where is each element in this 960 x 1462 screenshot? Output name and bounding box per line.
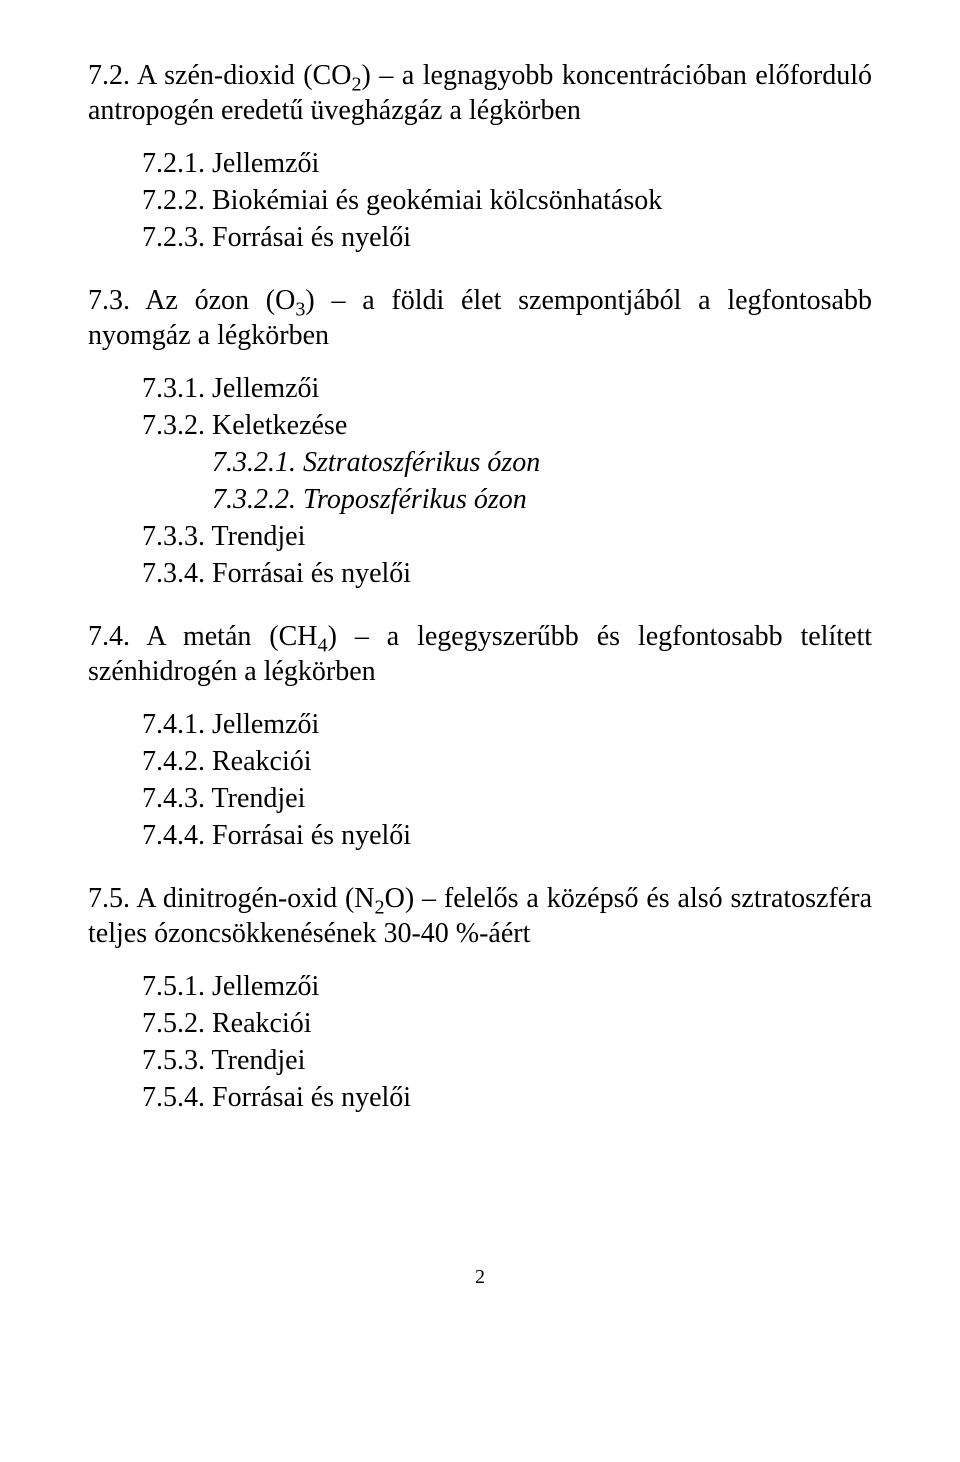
sub-item-text: Reakciói xyxy=(212,1008,312,1039)
section-heading: 7.3. Az ózon (O3) – a földi élet szempon… xyxy=(88,283,872,353)
sub-item-number: 7.5.3. xyxy=(142,1045,205,1076)
sub-item-number: 7.4.1. xyxy=(142,709,205,740)
sub-item-text: Forrásai és nyelői xyxy=(212,820,411,851)
page-number: 2 xyxy=(88,1265,872,1290)
sub-item-number: 7.3.2. xyxy=(142,410,205,441)
sub-item-number: 7.2.2. xyxy=(142,185,205,216)
sub-item: 7.5.2. Reakciói xyxy=(142,1006,872,1041)
section-title: A szén-dioxid (CO2) – a legnagyobb konce… xyxy=(88,60,872,126)
sub-item: 7.3.4. Forrásai és nyelői xyxy=(142,556,872,591)
sub-item-number: 7.5.2. xyxy=(142,1008,205,1039)
section-heading: 7.5. A dinitrogén-oxid (N2O) – felelős a… xyxy=(88,881,872,951)
sub-item: 7.4.4. Forrásai és nyelői xyxy=(142,818,872,853)
sub-item-text: Jellemzői xyxy=(212,971,319,1002)
sub-item: 7.4.2. Reakciói xyxy=(142,744,872,779)
sub-item-text: Trendjei xyxy=(212,521,306,552)
sub-item: 7.3.1. Jellemzői xyxy=(142,371,872,406)
sub-item-text: Trendjei xyxy=(212,783,306,814)
sub-item: 7.2.1. Jellemzői xyxy=(142,146,872,181)
section-number: 7.5. xyxy=(88,883,130,914)
sub-sub-item-text: Sztratoszférikus ózon xyxy=(303,447,540,478)
sub-item: 7.2.3. Forrásai és nyelői xyxy=(142,220,872,255)
sub-item-number: 7.5.4. xyxy=(142,1082,205,1113)
sub-sub-item: 7.3.2.2. Troposzférikus ózon xyxy=(212,482,872,517)
sub-item-number: 7.4.4. xyxy=(142,820,205,851)
sub-item-text: Keletkezése xyxy=(212,410,347,441)
section-number: 7.2. xyxy=(88,60,130,91)
section-number: 7.4. xyxy=(88,621,130,652)
sub-item-text: Jellemzői xyxy=(212,148,319,179)
sub-item-text: Forrásai és nyelői xyxy=(212,558,411,589)
section-number: 7.3. xyxy=(88,285,130,316)
sub-list: 7.3.1. Jellemzői7.3.2. Keletkezése7.3.2.… xyxy=(142,371,872,591)
sub-item: 7.4.3. Trendjei xyxy=(142,781,872,816)
sub-item-number: 7.2.3. xyxy=(142,222,205,253)
sub-item-text: Jellemzői xyxy=(212,709,319,740)
sub-item: 7.4.1. Jellemzői xyxy=(142,707,872,742)
sub-item-text: Reakciói xyxy=(212,746,312,777)
section-title: A metán (CH4) – a legegyszerűbb és legfo… xyxy=(88,621,872,687)
sub-item: 7.5.3. Trendjei xyxy=(142,1043,872,1078)
sub-list: 7.4.1. Jellemzői7.4.2. Reakciói7.4.3. Tr… xyxy=(142,707,872,853)
sub-item-number: 7.4.2. xyxy=(142,746,205,777)
sub-list: 7.2.1. Jellemzői7.2.2. Biokémiai és geok… xyxy=(142,146,872,255)
sub-item-text: Jellemzői xyxy=(212,373,319,404)
sub-sub-item-text: Troposzférikus ózon xyxy=(303,484,527,515)
sub-item-number: 7.2.1. xyxy=(142,148,205,179)
document-body: 7.2. A szén-dioxid (CO2) – a legnagyobb … xyxy=(88,58,872,1115)
section-heading: 7.2. A szén-dioxid (CO2) – a legnagyobb … xyxy=(88,58,872,128)
sub-item: 7.5.4. Forrásai és nyelői xyxy=(142,1080,872,1115)
sub-item-number: 7.5.1. xyxy=(142,971,205,1002)
sub-item-text: Biokémiai és geokémiai kölcsönhatások xyxy=(212,185,662,216)
sub-sub-item-number: 7.3.2.1. xyxy=(212,447,296,478)
sub-list: 7.5.1. Jellemzői7.5.2. Reakciói7.5.3. Tr… xyxy=(142,969,872,1115)
sub-item: 7.3.2. Keletkezése xyxy=(142,408,872,443)
sub-item-text: Trendjei xyxy=(212,1045,306,1076)
sub-item-number: 7.3.3. xyxy=(142,521,205,552)
sub-item-number: 7.4.3. xyxy=(142,783,205,814)
sub-sub-item-number: 7.3.2.2. xyxy=(212,484,296,515)
sub-item-text: Forrásai és nyelői xyxy=(212,222,411,253)
sub-item: 7.3.3. Trendjei xyxy=(142,519,872,554)
sub-sub-item: 7.3.2.1. Sztratoszférikus ózon xyxy=(212,445,872,480)
section-title: A dinitrogén-oxid (N2O) – felelős a közé… xyxy=(88,883,872,949)
sub-item: 7.5.1. Jellemzői xyxy=(142,969,872,1004)
sub-item-number: 7.3.4. xyxy=(142,558,205,589)
sub-item-text: Forrásai és nyelői xyxy=(212,1082,411,1113)
sub-item: 7.2.2. Biokémiai és geokémiai kölcsönhat… xyxy=(142,183,872,218)
sub-item-number: 7.3.1. xyxy=(142,373,205,404)
section-title: Az ózon (O3) – a földi élet szempontjábó… xyxy=(88,285,872,351)
sub-sub-list: 7.3.2.1. Sztratoszférikus ózon7.3.2.2. T… xyxy=(212,445,872,517)
section-heading: 7.4. A metán (CH4) – a legegyszerűbb és … xyxy=(88,619,872,689)
